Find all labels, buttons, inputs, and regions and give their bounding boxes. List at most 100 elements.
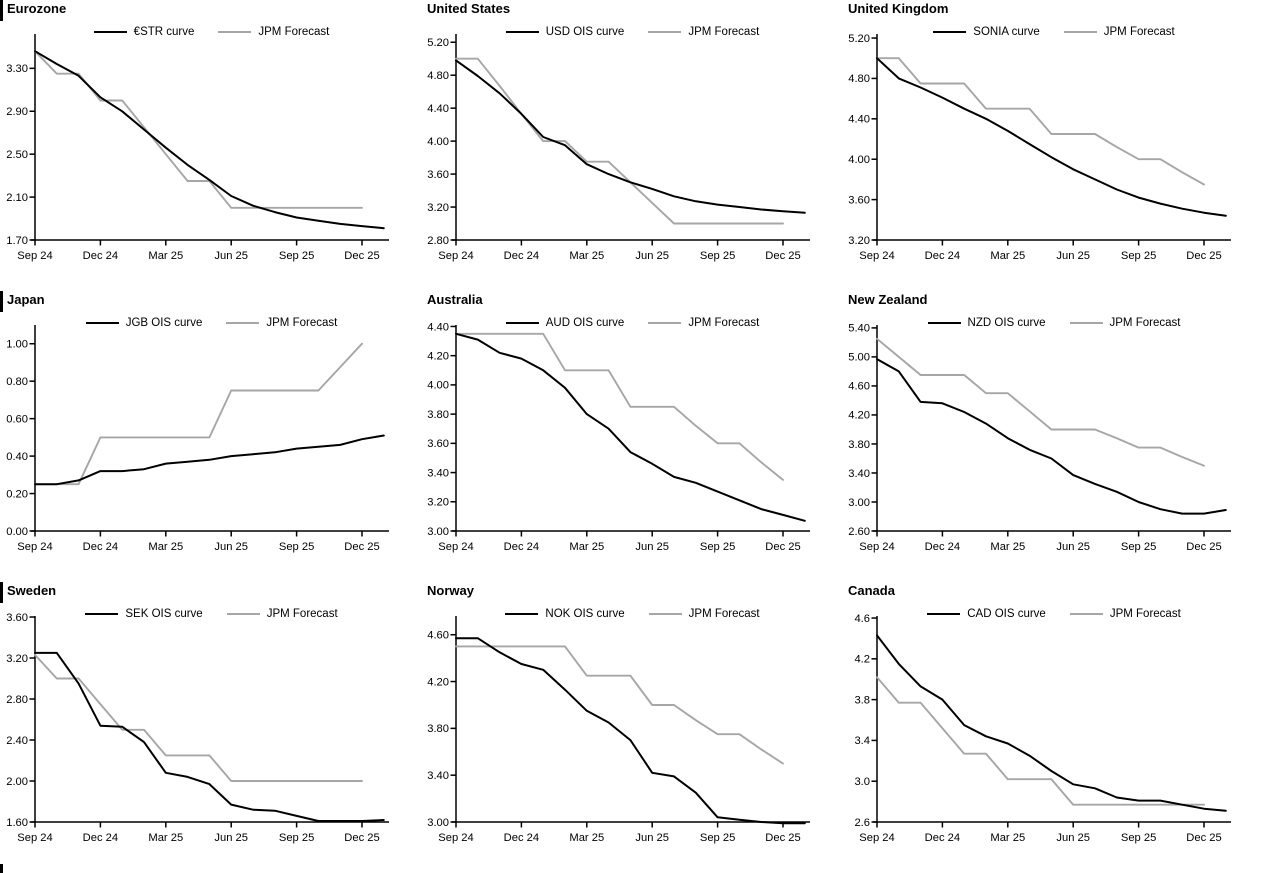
legend-item: CAD OIS curve xyxy=(927,608,1046,620)
y-tick-label: 1.70 xyxy=(6,235,28,247)
y-tick-label: 2.00 xyxy=(6,776,28,788)
y-tick-label: 5.00 xyxy=(848,352,870,364)
ois-line-swatch xyxy=(505,31,539,33)
legend-item: JPM Forecast xyxy=(648,608,760,620)
x-tick-label: Dec 24 xyxy=(504,541,539,553)
y-tick-label: 3.00 xyxy=(848,497,870,509)
legend-item: JPM Forecast xyxy=(1063,26,1175,38)
x-tick-label: Sep 24 xyxy=(438,250,473,262)
legend-label: CAD OIS curve xyxy=(967,608,1046,620)
section-bar xyxy=(0,582,3,603)
legend-item: JPM Forecast xyxy=(218,26,329,38)
chart-plot: 2.80 3.20 3.60 4.00 4.40 4.80 5.20 Sep 24 Dec 24… xyxy=(427,34,810,262)
chart-title: United States xyxy=(427,1,511,16)
x-tick-label: Sep 25 xyxy=(700,541,735,553)
forecast-line-swatch xyxy=(226,322,260,324)
ois-curve-line xyxy=(455,59,806,214)
legend-label: JPM Forecast xyxy=(688,26,760,38)
chart-title: Japan xyxy=(7,292,45,307)
chart-title: United Kingdom xyxy=(848,1,949,16)
jpm-forecast-line xyxy=(876,337,1205,467)
y-tick-label: 5.40 xyxy=(848,323,870,335)
x-tick-label: Sep 25 xyxy=(279,832,314,844)
chart-legend: AUD OIS curve JPM Forecast xyxy=(456,317,809,329)
y-tick-label: 4.40 xyxy=(427,321,449,333)
y-tick-label: 0.20 xyxy=(6,488,28,500)
legend-label: JPM Forecast xyxy=(266,608,338,620)
x-tick-label: Jun 25 xyxy=(635,541,669,553)
x-tick-label: Sep 25 xyxy=(700,832,735,844)
chart-plot: 1.60 2.00 2.40 2.80 3.20 3.60 Sep 24 Dec 24 Mar … xyxy=(6,612,389,844)
y-tick-label: 0.00 xyxy=(6,526,28,538)
legend-label: JPM Forecast xyxy=(1109,608,1181,620)
y-tick-label: 2.40 xyxy=(6,735,28,747)
y-tick-label: 2.60 xyxy=(848,526,870,538)
legend-item: JPM Forecast xyxy=(1069,608,1181,620)
y-tick-label: 3.20 xyxy=(427,497,449,509)
ois-curve-line xyxy=(455,637,806,825)
x-tick-label: Dec 25 xyxy=(1186,250,1221,262)
ois-line-swatch xyxy=(505,613,539,615)
jpm-forecast-line xyxy=(455,332,784,481)
y-tick-label: 0.60 xyxy=(6,413,28,425)
ois-curve-line xyxy=(876,57,1227,217)
chart-title: Sweden xyxy=(7,583,57,598)
x-tick-label: Sep 25 xyxy=(1121,832,1156,844)
chart-legend: €STR curve JPM Forecast xyxy=(35,26,388,38)
y-tick-label: 3.00 xyxy=(427,817,449,829)
y-tick-label: 4.6 xyxy=(854,613,870,625)
forecast-line-swatch xyxy=(1069,322,1103,324)
x-tick-label: Sep 24 xyxy=(859,250,894,262)
y-tick-label: 3.80 xyxy=(427,409,449,421)
forecast-line-swatch xyxy=(648,613,682,615)
x-tick-label: Dec 24 xyxy=(504,832,539,844)
x-tick-label: Dec 24 xyxy=(83,541,118,553)
y-tick-label: 3.40 xyxy=(848,468,870,480)
x-tick-label: Jun 25 xyxy=(214,250,248,262)
jpm-forecast-line xyxy=(455,645,784,765)
legend-item: JGB OIS curve xyxy=(85,317,203,329)
legend-label: JPM Forecast xyxy=(266,317,338,329)
x-tick-label: Dec 25 xyxy=(765,832,800,844)
y-tick-label: 3.60 xyxy=(427,169,449,181)
legend-label: €STR curve xyxy=(133,26,195,38)
legend-item: JPM Forecast xyxy=(1069,317,1181,329)
legend-label: USD OIS curve xyxy=(545,26,625,38)
x-tick-label: Dec 25 xyxy=(1186,832,1221,844)
legend-item: SONIA curve xyxy=(933,26,1040,38)
legend-label: JPM Forecast xyxy=(1109,317,1181,329)
y-tick-label: 3.20 xyxy=(848,235,870,247)
legend-item: NZD OIS curve xyxy=(927,317,1046,329)
y-tick-label: 3.60 xyxy=(427,438,449,450)
x-tick-label: Mar 25 xyxy=(569,832,604,844)
legend-label: JPM Forecast xyxy=(1103,26,1175,38)
chart-panel: Canada 2.6 3.0 3.4 3.8 4.2 4.6 Sep 24 Dec 24 Mar … xyxy=(842,582,1264,873)
ois-line-swatch xyxy=(927,322,961,324)
chart-panel: Eurozone 1.70 2.10 2.50 2.90 3.30 Sep 24 Dec 24… xyxy=(0,0,421,291)
y-tick-label: 3.00 xyxy=(427,526,449,538)
legend-label: SEK OIS curve xyxy=(125,608,203,620)
x-tick-label: Sep 25 xyxy=(700,250,735,262)
y-tick-label: 2.10 xyxy=(6,192,28,204)
legend-item: JPM Forecast xyxy=(226,317,337,329)
x-tick-label: Jun 25 xyxy=(214,541,248,553)
x-tick-label: Jun 25 xyxy=(214,832,248,844)
legend-label: JPM Forecast xyxy=(688,317,760,329)
y-tick-label: 1.00 xyxy=(6,339,28,351)
legend-label: JGB OIS curve xyxy=(125,317,203,329)
x-tick-label: Mar 25 xyxy=(569,250,604,262)
x-tick-label: Mar 25 xyxy=(148,250,183,262)
y-tick-label: 3.0 xyxy=(854,776,870,788)
legend-item: AUD OIS curve xyxy=(505,317,624,329)
legend-item: JPM Forecast xyxy=(648,317,759,329)
chart-title: Eurozone xyxy=(7,1,67,16)
section-bar xyxy=(0,0,3,21)
legend-label: NZD OIS curve xyxy=(967,317,1046,329)
x-tick-label: Sep 24 xyxy=(17,832,52,844)
y-tick-label: 3.20 xyxy=(427,202,449,214)
legend-item: NOK OIS curve xyxy=(505,608,625,620)
x-tick-label: Jun 25 xyxy=(1056,832,1090,844)
chart-panel: Sweden 1.60 2.00 2.40 2.80 3.20 3.60 Sep 24 Dec … xyxy=(0,582,421,873)
x-tick-label: Dec 25 xyxy=(344,250,379,262)
